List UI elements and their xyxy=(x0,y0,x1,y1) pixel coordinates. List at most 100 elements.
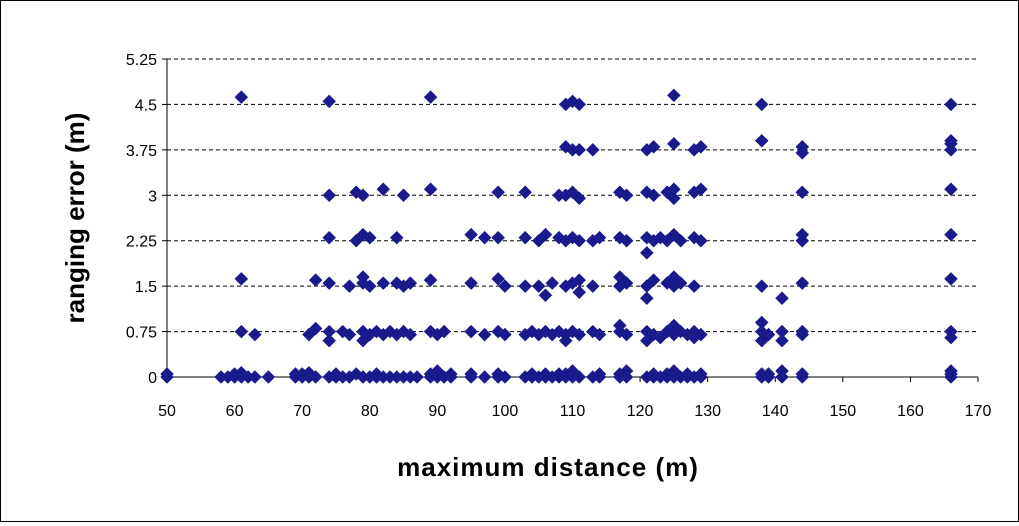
data-point xyxy=(423,90,438,105)
data-point xyxy=(356,188,370,203)
data-point xyxy=(572,97,587,112)
data-point xyxy=(795,185,810,200)
data-point xyxy=(775,291,789,306)
data-point xyxy=(944,227,958,242)
data-point xyxy=(639,245,654,260)
data-point xyxy=(694,233,708,248)
x-tick-label: 150 xyxy=(829,403,856,420)
data-point xyxy=(795,227,810,242)
data-point xyxy=(754,279,769,293)
data-point xyxy=(491,230,506,245)
data-point xyxy=(322,188,337,203)
y-tick-label: 1.5 xyxy=(135,279,157,296)
data-point xyxy=(619,276,634,290)
data-point xyxy=(410,370,424,384)
y-tick-label: 0 xyxy=(148,370,157,387)
x-tick-label: 90 xyxy=(428,403,446,420)
x-tick-label: 100 xyxy=(492,403,519,420)
data-point xyxy=(491,272,506,286)
data-point xyxy=(673,276,688,290)
x-tick-label: 140 xyxy=(762,403,789,420)
data-point xyxy=(518,279,533,293)
data-point xyxy=(775,333,789,348)
data-point xyxy=(518,230,533,245)
data-point xyxy=(423,273,438,287)
data-point xyxy=(403,327,418,342)
data-point xyxy=(944,133,958,148)
data-point xyxy=(944,364,958,378)
data-point xyxy=(572,191,587,206)
data-point xyxy=(694,327,708,342)
data-point xyxy=(518,185,533,200)
data-point xyxy=(356,270,370,284)
data-point xyxy=(646,188,661,203)
x-tick-label: 60 xyxy=(226,403,244,420)
data-point xyxy=(619,327,634,342)
data-point xyxy=(234,90,249,105)
data-point xyxy=(639,291,654,306)
data-point xyxy=(572,285,587,300)
data-point xyxy=(322,333,337,348)
data-point xyxy=(694,139,708,154)
data-point xyxy=(423,182,438,197)
data-point xyxy=(477,370,492,384)
data-point xyxy=(754,315,769,330)
y-tick-label: 4.5 xyxy=(135,97,157,114)
data-point xyxy=(234,272,249,286)
data-point xyxy=(619,364,634,378)
data-point xyxy=(944,182,958,197)
tick-labels: 0 0.75 1.5 2.25 3 3.75 4.5 5.25 50 60 70 80 90 100 110… xyxy=(126,52,992,420)
data-point xyxy=(396,188,411,203)
x-tick-label: 110 xyxy=(560,403,586,420)
data-point xyxy=(464,324,478,339)
data-point xyxy=(464,367,478,381)
x-tick-label: 80 xyxy=(361,403,379,420)
data-point xyxy=(437,324,451,339)
data-point xyxy=(944,324,958,339)
data-point xyxy=(667,191,681,206)
data-point xyxy=(673,233,688,248)
x-tick-label: 130 xyxy=(694,403,721,420)
data-point xyxy=(538,227,553,242)
data-point xyxy=(308,321,323,336)
data-point xyxy=(687,279,702,293)
data-point xyxy=(572,233,587,248)
data-point xyxy=(619,233,634,248)
data-point xyxy=(234,324,249,339)
data-point xyxy=(775,364,789,378)
data-point xyxy=(531,279,546,293)
data-point xyxy=(754,97,769,112)
gridlines xyxy=(167,58,978,333)
data-point xyxy=(464,276,478,290)
data-point xyxy=(538,288,553,303)
data-point xyxy=(667,182,681,197)
y-tick-label: 3 xyxy=(148,188,157,205)
data-point xyxy=(592,327,607,342)
x-axis-title: maximum distance (m) xyxy=(397,452,699,482)
data-point xyxy=(342,327,357,342)
data-point xyxy=(694,367,708,381)
data-point xyxy=(322,94,337,109)
y-tick-label: 0.75 xyxy=(126,325,157,342)
data-point xyxy=(376,276,391,290)
data-points xyxy=(160,88,958,384)
data-point xyxy=(795,276,810,290)
data-point xyxy=(795,367,810,381)
data-point xyxy=(498,327,512,342)
data-point xyxy=(619,188,634,203)
data-point xyxy=(612,318,627,333)
x-tick-label: 70 xyxy=(293,403,311,420)
data-point xyxy=(498,370,512,384)
data-point xyxy=(477,327,492,342)
data-point xyxy=(342,279,357,293)
data-point xyxy=(667,136,681,151)
data-point xyxy=(376,182,391,197)
data-point xyxy=(585,143,600,157)
data-point xyxy=(322,276,337,290)
data-point xyxy=(389,230,404,245)
data-point xyxy=(944,272,958,286)
data-point xyxy=(572,327,587,342)
data-point xyxy=(795,139,810,154)
y-tick-label: 5.25 xyxy=(126,52,157,69)
